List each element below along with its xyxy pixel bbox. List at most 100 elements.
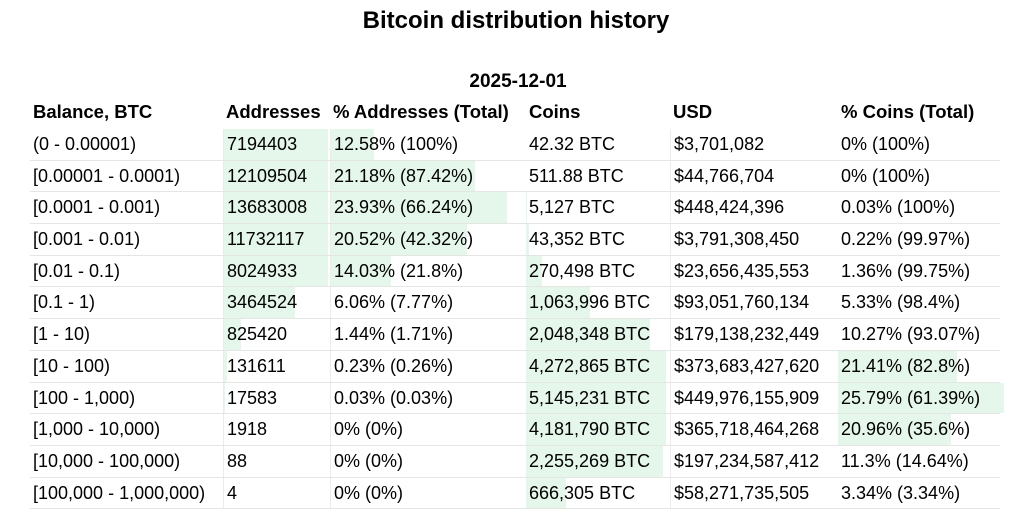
cell-coins-text: 5,145,231 BTC xyxy=(529,387,651,408)
cell-addresses: 825420 xyxy=(223,319,327,350)
cell-addresses: 88 xyxy=(223,445,327,477)
cell-coins-text: 5,127 BTC xyxy=(529,197,616,218)
cell-pct-coins-text: 11.3% (14.64%) xyxy=(841,450,969,471)
cell-pct-addresses-text: 0% (0%) xyxy=(334,419,404,440)
cell-pct-coins-text: 20.96% (35.6%) xyxy=(841,419,971,440)
cell-balance-text: [0.00001 - 0.0001) xyxy=(33,165,181,186)
cell-balance-text: [1 - 10) xyxy=(33,324,91,345)
cell-usd: $179,138,232,449 xyxy=(670,319,836,350)
cell-pct-coins: 21.41% (82.8%) xyxy=(838,350,1000,382)
cell-pct-coins: 0.03% (100%) xyxy=(838,192,1000,223)
cell-pct-addresses-text: 20.52% (42.32%) xyxy=(334,229,474,250)
header-addresses: Addresses xyxy=(226,101,321,122)
cell-usd-text: $93,051,760,134 xyxy=(674,292,810,313)
cell-pct-coins: 0% (100%) xyxy=(838,129,1000,160)
cell-addresses: 12109504 xyxy=(223,160,328,192)
cell-usd: $3,701,082 xyxy=(670,129,836,160)
cell-pct-coins-text: 3.34% (3.34%) xyxy=(841,482,961,503)
cell-coins: 1,063,996 BTC xyxy=(526,287,666,319)
cell-coins: 4,272,865 BTC xyxy=(526,350,666,382)
cell-balance-text: [10,000 - 100,000) xyxy=(33,450,181,471)
cell-pct-coins-text: 0% (100%) xyxy=(841,134,931,154)
cell-balance-text: [0.1 - 1) xyxy=(33,292,96,313)
cell-balance: [100 - 1,000) xyxy=(30,383,223,414)
cell-pct-coins: 11.3% (14.64%) xyxy=(838,446,1000,477)
cell-coins-text: 43,352 BTC xyxy=(529,229,626,250)
cell-coins: 2,255,269 BTC xyxy=(526,445,666,477)
cell-balance-text: [1,000 - 10,000) xyxy=(33,419,161,440)
cell-usd: $449,976,155,909 xyxy=(670,382,836,414)
cell-addresses-text: 4 xyxy=(227,482,238,503)
cell-coins: 42.32 BTC xyxy=(526,129,666,160)
cell-pct-addresses-text: 0% (0%) xyxy=(334,450,404,471)
cell-coins: 5,145,231 BTC xyxy=(526,382,666,414)
share-bar xyxy=(838,414,952,445)
cell-balance-text: [10 - 100) xyxy=(33,355,111,376)
cell-pct-coins-text: 10.27% (93.07%) xyxy=(841,324,981,345)
cell-usd: $93,051,760,134 xyxy=(670,287,836,319)
cell-addresses-text: 8024933 xyxy=(227,260,298,281)
cell-usd-text: $373,683,427,620 xyxy=(674,355,820,376)
cell-pct-coins: 0% (100%) xyxy=(838,161,1000,192)
table-row: [0.0001 - 0.001) 13683008 23.93% (66.24%) 5… xyxy=(30,192,1000,225)
cell-pct-addresses-text: 1.44% (1.71%) xyxy=(334,324,454,345)
cell-pct-addresses: 14.03% (21.8%) xyxy=(330,255,526,287)
header-coins: Coins xyxy=(529,101,581,122)
table-row: (0 - 0.00001) 7194403 12.58% (100%) 42.32 B… xyxy=(30,129,1000,161)
share-bar xyxy=(331,224,468,255)
cell-pct-addresses: 0% (0%) xyxy=(330,445,526,477)
cell-coins: 5,127 BTC xyxy=(526,192,666,224)
cell-pct-addresses-text: 23.93% (66.24%) xyxy=(334,197,474,218)
header-pct-coins: % Coins (Total) xyxy=(841,101,975,122)
cell-balance: [0.1 - 1) xyxy=(30,287,223,318)
share-bar xyxy=(526,414,666,445)
cell-pct-addresses-text: 12.58% (100%) xyxy=(334,134,459,154)
share-bar xyxy=(526,224,529,255)
cell-addresses: 1918 xyxy=(223,414,327,445)
share-bar xyxy=(224,129,328,160)
cell-coins-text: 511.88 BTC xyxy=(529,165,624,186)
cell-usd: $448,424,396 xyxy=(670,192,836,224)
share-bar xyxy=(224,319,241,350)
share-bar xyxy=(526,319,651,350)
cell-pct-coins: 1.36% (99.75%) xyxy=(838,256,1000,287)
cell-usd-text: $3,791,308,450 xyxy=(674,229,800,250)
cell-usd: $365,718,464,268 xyxy=(670,414,836,445)
cell-addresses: 11732117 xyxy=(223,224,328,255)
cell-addresses: 7194403 xyxy=(223,129,328,160)
cell-coins: 666,305 BTC xyxy=(526,477,666,509)
cell-pct-coins: 0.22% (99.97%) xyxy=(838,224,1000,255)
table-row: [10,000 - 100,000) 88 0% (0%) 2,255,269 BTC… xyxy=(30,445,1000,478)
cell-addresses-text: 1918 xyxy=(227,419,268,440)
cell-pct-addresses-text: 21.18% (87.42%) xyxy=(334,165,474,186)
table-row: [0.00001 - 0.0001) 12109504 21.18% (87.42%… xyxy=(30,160,1000,193)
table-row: [0.01 - 0.1) 8024933 14.03% (21.8%) 270,498… xyxy=(30,255,1000,288)
table-row: [0.1 - 1) 3464524 6.06% (7.77%) 1,063,996 B… xyxy=(30,287,1000,320)
share-bar xyxy=(224,160,328,192)
cell-usd: $197,234,587,412 xyxy=(670,445,836,477)
cell-usd: $373,683,427,620 xyxy=(670,350,836,382)
cell-coins-text: 2,255,269 BTC xyxy=(529,450,651,471)
cell-pct-addresses-text: 14.03% (21.8%) xyxy=(334,260,464,281)
header-usd: USD xyxy=(673,101,713,122)
share-bar xyxy=(331,255,392,287)
cell-coins-text: 666,305 BTC xyxy=(529,482,636,503)
cell-addresses-text: 131611 xyxy=(227,355,286,376)
cell-addresses: 13683008 xyxy=(223,192,328,224)
cell-pct-coins: 10.27% (93.07%) xyxy=(838,319,1000,350)
share-bar xyxy=(224,192,328,224)
table-row: [100,000 - 1,000,000) 4 0% (0%) 666,305 BTC… xyxy=(30,477,1000,510)
table-row: [0.001 - 0.01) 11732117 20.52% (42.32%) 43,… xyxy=(30,224,1000,256)
cell-coins: 270,498 BTC xyxy=(526,255,666,287)
cell-balance-text: [0.001 - 0.01) xyxy=(33,229,141,250)
cell-pct-addresses-text: 6.06% (7.77%) xyxy=(334,292,454,313)
cell-balance: [100,000 - 1,000,000) xyxy=(30,478,223,509)
cell-usd-text: $179,138,232,449 xyxy=(674,324,820,345)
distribution-table: Balance, BTC Addresses % Addresses (Tota… xyxy=(30,97,1004,510)
cell-pct-addresses-text: 0.03% (0.03%) xyxy=(334,387,454,408)
page-title: Bitcoin distribution history xyxy=(362,7,670,34)
header-balance: Balance, BTC xyxy=(33,101,153,122)
cell-pct-coins-text: 25.79% (61.39%) xyxy=(841,387,981,408)
share-bar xyxy=(224,287,295,319)
cell-coins: 4,181,790 BTC xyxy=(526,414,666,445)
